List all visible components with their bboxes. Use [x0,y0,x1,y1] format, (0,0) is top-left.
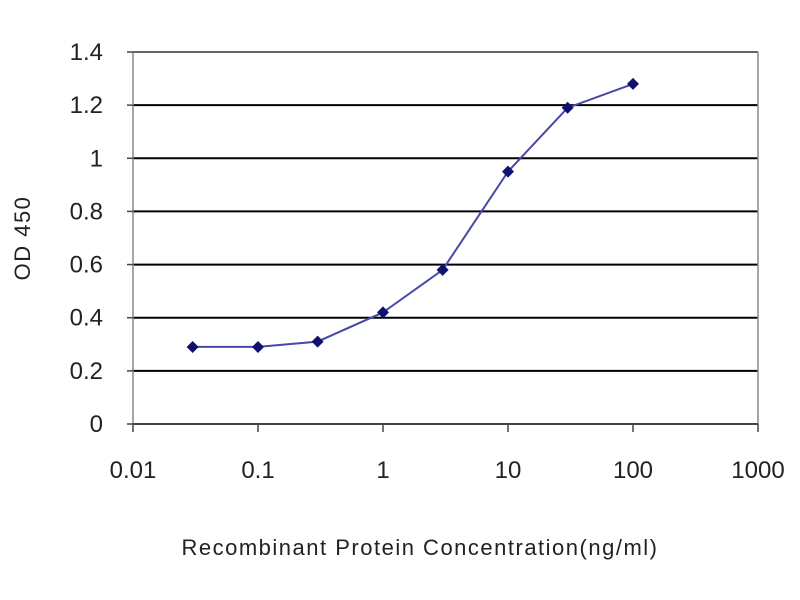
x-tick-label: 10 [495,457,522,484]
data-point-marker [502,165,514,178]
data-point-marker [627,77,639,90]
y-tick-label: 1.2 [70,92,103,119]
data-series [186,77,639,353]
plot-frame [132,51,759,425]
x-axis-title: Recombinant Protein Concentration(ng/ml) [182,535,659,560]
data-point-marker [377,306,389,319]
y-tick-label: 1 [90,145,103,172]
x-tick-label: 1000 [731,457,784,484]
series-line [192,82,634,348]
y-tick-label: 0.8 [70,198,103,225]
x-tick-label: 100 [613,457,653,484]
x-tick-label: 0.01 [110,457,157,484]
gridlines [133,51,758,372]
y-tick-label: 0 [90,411,103,438]
y-axis-title: OD 450 [10,196,35,281]
y-tick-label: 1.4 [70,39,103,66]
x-tick-label: 1 [376,457,389,484]
data-point-marker [252,340,264,353]
x-axis-ticks: 0.01 0.1 1 10 100 1000 [110,424,785,484]
data-point-marker [186,340,199,353]
data-point-marker [561,101,574,114]
y-tick-label: 0.6 [70,252,103,279]
data-point-marker [311,335,324,348]
y-tick-label: 0.2 [70,358,103,385]
data-point-marker [436,263,449,276]
y-tick-label: 0.4 [70,305,103,332]
x-tick-label: 0.1 [241,457,274,484]
y-axis-ticks: 0 0.2 0.4 0.6 0.8 1 1.2 1.4 [70,39,133,438]
